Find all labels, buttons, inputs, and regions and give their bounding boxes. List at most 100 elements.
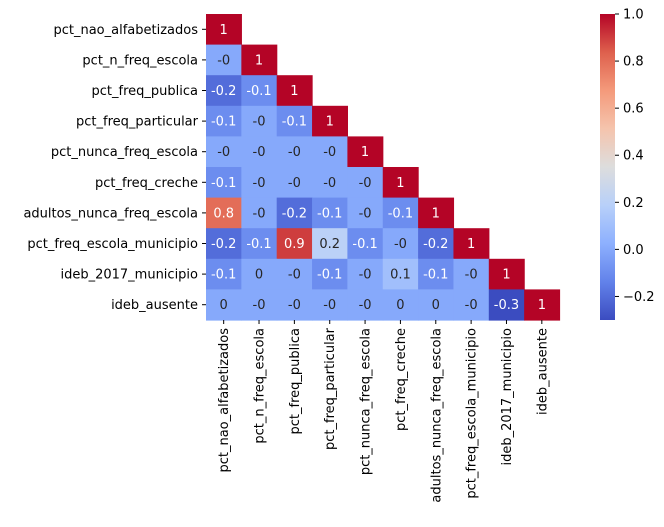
heatmap-cell: [347, 258, 384, 290]
heatmap-cell: [276, 258, 313, 290]
cell-value-label: -0.1: [423, 268, 448, 283]
heatmap-cell: [312, 167, 348, 199]
heatmap-cell: [206, 136, 242, 168]
heatmap-cell: [206, 197, 242, 229]
cell-value-label: -0.2: [423, 237, 448, 252]
heatmap-cell: [382, 289, 419, 321]
cell-value-label: -0.3: [494, 298, 519, 313]
y-tick-label: pct_nao_alfabetizados: [53, 23, 198, 38]
heatmap-cell: [241, 197, 278, 229]
colorbar: 1.0 0.8 0.6 0.4 0.2 0.0 −0.2: [600, 8, 655, 320]
cell-value-label: -0.1: [388, 206, 413, 221]
cell-value-label: -0.2: [211, 84, 236, 99]
heatmap-cell: [206, 105, 242, 137]
cell-value-label: -0: [359, 298, 372, 313]
heatmap-cell: [312, 197, 348, 229]
cell-value-label: 1: [538, 298, 546, 313]
cell-value-label: -0: [359, 176, 372, 191]
cell-value-label: -0: [465, 298, 478, 313]
heatmap-cell: [241, 167, 278, 199]
cell-value-label: -0: [359, 268, 372, 283]
colorbar-tick-label: 0.6: [623, 102, 644, 117]
heatmap-cell: [206, 14, 242, 46]
cell-value-label: -0: [323, 298, 336, 313]
cell-value-label: -0.1: [352, 237, 377, 252]
heatmap-cell: [524, 289, 561, 321]
cell-value-label: 0: [432, 298, 440, 313]
x-tick-label: pct_freq_publica: [288, 328, 303, 434]
x-tick-label: pct_freq_escola_municipio: [465, 328, 480, 499]
cell-value-label: -0: [253, 145, 266, 160]
heatmap-cell: [206, 75, 242, 107]
colorbar-tick-label: 0.2: [623, 196, 644, 211]
heatmap-cell: [382, 228, 419, 260]
cell-value-label: 1: [432, 206, 440, 221]
heatmap-cell: [241, 44, 278, 76]
heatmap-cells: 1 -0 1 -0.2 -0.1 1 -0.1 -0 -0.1 1 -0 -0 -0 -0 1 -0.1 -0 -…: [206, 14, 561, 321]
heatmap-cell: [312, 136, 348, 168]
cell-value-label: -0: [253, 176, 266, 191]
heatmap-cell: [418, 197, 455, 229]
heatmap-cell: [276, 228, 313, 260]
heatmap-cell: [276, 197, 313, 229]
cell-value-label: -0: [253, 298, 266, 313]
cell-value-label: 0: [220, 298, 228, 313]
heatmap-cell: [453, 228, 490, 260]
cell-value-label: -0.1: [211, 115, 236, 130]
cell-value-label: 1: [502, 268, 510, 283]
heatmap-cell: [347, 289, 384, 321]
heatmap-cell: [488, 289, 525, 321]
cell-value-label: -0.1: [211, 268, 236, 283]
heatmap-cell: [206, 228, 242, 260]
heatmap-cell: [488, 258, 525, 290]
cell-value-label: 0: [255, 268, 263, 283]
colorbar-tick-label: −0.2: [623, 290, 655, 305]
x-tick-label: ideb_ausente: [535, 328, 550, 415]
cell-value-label: 1: [290, 84, 298, 99]
cell-value-label: -0: [394, 237, 407, 252]
heatmap-cell: [241, 289, 278, 321]
y-tick-label: pct_nunca_freq_escola: [51, 145, 198, 160]
colorbar-gradient: [600, 14, 615, 320]
heatmap-cell: [241, 105, 278, 137]
cell-value-label: -0.1: [246, 84, 271, 99]
cell-value-label: -0: [323, 145, 336, 160]
cell-value-label: 1: [220, 23, 228, 38]
heatmap-cell: [241, 228, 278, 260]
heatmap-cell: [418, 228, 455, 260]
cell-value-label: 0.1: [390, 268, 411, 283]
heatmap-cell: [347, 197, 384, 229]
x-tick-label: adultos_nunca_freq_escola: [429, 328, 444, 503]
heatmap-cell: [418, 289, 455, 321]
cell-value-label: -0.2: [211, 237, 236, 252]
cell-value-label: 1: [467, 237, 475, 252]
cell-value-label: 0.9: [284, 237, 305, 252]
cell-value-label: -0.1: [211, 176, 236, 191]
cell-value-label: -0: [323, 176, 336, 191]
heatmap-cell: [312, 289, 348, 321]
cell-value-label: -0: [253, 206, 266, 221]
cell-value-label: 0.8: [213, 206, 234, 221]
cell-value-label: -0: [288, 298, 301, 313]
y-tick-label: pct_n_freq_escola: [82, 53, 198, 68]
heatmap-cell: [276, 105, 313, 137]
colorbar-tick-label: 1.0: [623, 8, 644, 23]
x-tick-label: ideb_2017_municipio: [500, 328, 515, 466]
y-tick-label: pct_freq_escola_municipio: [27, 237, 198, 252]
cell-value-label: -0: [288, 145, 301, 160]
heatmap-cell: [312, 105, 348, 137]
x-tick-label: pct_freq_particular: [323, 327, 338, 450]
cell-value-label: -0.2: [282, 206, 307, 221]
heatmap-cell: [206, 258, 242, 290]
cell-value-label: 1: [326, 115, 334, 130]
heatmap-cell: [206, 167, 242, 199]
heatmap-cell: [347, 167, 384, 199]
colorbar-tick-label: 0.0: [623, 243, 644, 258]
cell-value-label: -0: [465, 268, 478, 283]
cell-value-label: -0.1: [317, 268, 342, 283]
cell-value-label: 1: [361, 145, 369, 160]
cell-value-label: -0: [288, 268, 301, 283]
y-axis: pct_nao_alfabetizados pct_n_freq_escolapc…: [23, 23, 206, 313]
heatmap-cell: [241, 136, 278, 168]
